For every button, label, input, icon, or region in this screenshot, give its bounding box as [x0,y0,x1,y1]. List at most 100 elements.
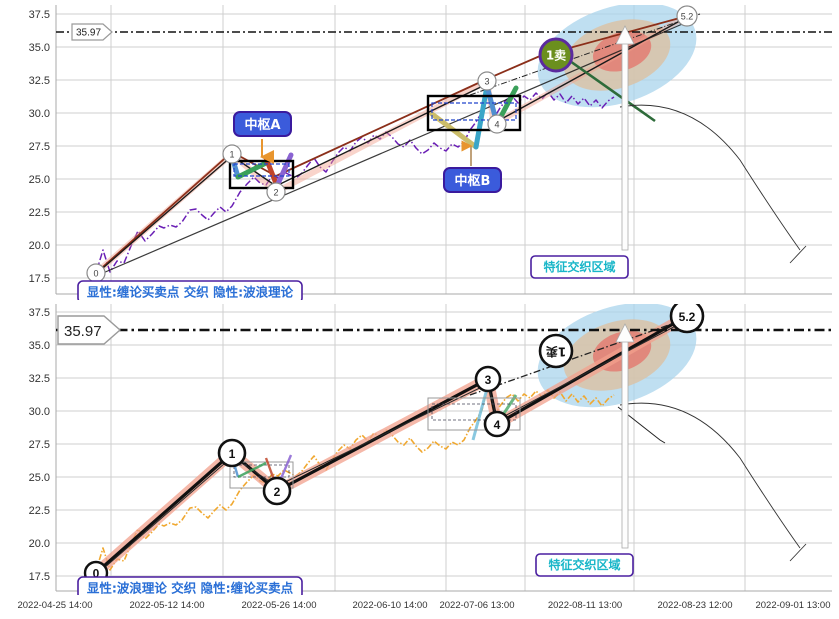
top-y-tick-3: 30.0 [29,108,50,120]
pivot-a-callout[interactable]: 中枢A [233,111,292,137]
top-y-tick-1: 35.0 [29,42,50,54]
bottom-wave-point-5: 5.2 [669,304,705,334]
bottom-wave-point-4: 4 [483,410,511,438]
bottom-wave-point-3: 3 [474,365,502,393]
x-tick-4: 2022-07-06 13:00 [439,600,514,611]
bottom-y-tick-4: 27.5 [29,439,50,451]
bottom-y-tick-8: 17.5 [29,571,50,583]
bottom-zone-callout-label: 特征交织区域 [548,557,620,572]
bottom-seg-teal [471,384,490,441]
pivot-b-callout[interactable]: 中枢B [443,167,502,193]
pivot-a-inner-dash [233,163,290,177]
bottom-legend-label: 显性:波浪理论 交织 隐性:缠论买卖点 [87,581,294,596]
top-y-tick-4: 27.5 [29,141,50,153]
bottom-price-tag[interactable]: 35.97 [57,315,122,345]
top-y-tick-labels: 37.5 35.0 32.5 30.0 27.5 25.0 22.5 20.0 … [29,9,50,285]
bottom-y-tick-7: 20.0 [29,538,50,550]
pivot-b-callout-label: 中枢B [455,173,491,189]
top-legend-label: 显性:缠论买卖点 交织 隐性:波浪理论 [87,285,294,300]
top-arc-curve [619,104,801,251]
x-tick-2: 2022-05-26 14:00 [241,600,316,611]
top-y-tick-7: 20.0 [29,240,50,252]
bottom-y-tick-2: 32.5 [29,373,50,385]
bottom-pivot-a-ghost-box [229,461,294,489]
bottom-sell-signal-label: 1卖 [546,345,566,360]
top-zone-callout[interactable]: 特征交织区域 [530,255,629,279]
top-chart-svg: 37.5 35.0 32.5 30.0 27.5 25.0 22.5 20.0 … [0,0,839,300]
top-chart-panel: 37.5 35.0 32.5 30.0 27.5 25.0 22.5 20.0 … [0,0,839,300]
bottom-wave-label-4: 4 [494,418,501,432]
top-sell-signal-label: 1卖 [546,48,566,63]
bottom-vertical-arrow [615,323,635,549]
top-wave-point-1: 1 [222,144,242,164]
top-vertical-gridlines [110,5,746,294]
bottom-diagonal-dashdot [469,313,701,396]
top-y-tick-6: 22.5 [29,207,50,219]
bottom-horizontal-gridlines [56,311,832,577]
bottom-arc-tick [789,543,807,562]
bottom-wave-label-1: 1 [229,447,236,461]
bottom-descending-line [617,406,666,444]
bottom-chart-svg: 37.5 35.0 32.5 30.0 27.5 25.0 22.5 20.0 … [0,300,839,595]
bottom-wave-label-5: 5.2 [679,310,696,324]
bottom-y-tick-6: 22.5 [29,505,50,517]
bottom-sell-signal-marker[interactable]: 1卖 [538,333,574,369]
top-wave-label-5: 5.2 [681,12,694,22]
bottom-pivot-b-ghost-dash [431,403,517,421]
x-axis-labels: 2022-04-25 14:00 2022-05-12 14:00 2022-0… [0,595,839,619]
top-legend[interactable]: 显性:缠论买卖点 交织 隐性:波浪理论 [77,280,303,300]
bottom-legend[interactable]: 显性:波浪理论 交织 隐性:缠论买卖点 [77,576,303,596]
bottom-wave-label-0: 0 [93,567,100,581]
top-price-tag[interactable]: 35.97 [71,23,113,41]
bottom-seg-a-green [237,461,267,479]
bottom-price-line [95,385,615,572]
bottom-y-tick-labels: 37.5 35.0 32.5 30.0 27.5 25.0 22.5 20.0 … [29,307,50,583]
bottom-wave-point-markers: 0 1 2 3 [83,304,705,586]
top-sell-signal-marker[interactable]: 1卖 [538,37,574,73]
top-plot-background [0,0,839,300]
bottom-zone-callout[interactable]: 特征交织区域 [535,553,634,577]
bottom-pivot-b-ghost-box [427,397,521,431]
x-tick-7: 2022-09-01 13:00 [755,600,830,611]
bottom-y-tick-3: 30.0 [29,406,50,418]
bottom-wave-label-3: 3 [485,373,492,387]
top-arc-tick [789,245,807,264]
top-wave-label-2: 2 [273,188,278,198]
top-wave-label-1: 1 [229,150,234,160]
top-wave-point-2: 2 [266,182,286,202]
bottom-price-tag-label: 35.97 [64,323,102,340]
pivot-a-seg-green [235,160,269,180]
x-tick-5: 2022-08-11 13:00 [548,600,622,611]
bottom-y-tick-5: 25.0 [29,472,50,484]
bottom-thin-trend-line [95,319,688,576]
top-wave-label-4: 4 [494,120,499,130]
pivot-b-inner-dash [431,102,517,121]
pivot-a-callout-label: 中枢A [244,117,280,133]
bottom-wave-label-2: 2 [274,485,281,499]
x-tick-6: 2022-08-23 12:00 [657,600,732,611]
top-y-tick-8: 17.5 [29,273,50,285]
top-y-tick-0: 37.5 [29,9,50,21]
top-wave-label-0: 0 [93,269,98,279]
top-y-tick-2: 32.5 [29,75,50,87]
top-wave-point-5: 5.2 [676,5,698,27]
top-vertical-arrow [615,25,635,251]
bottom-wave-point-2: 2 [262,476,292,506]
top-wave-point-markers: 0 1 2 3 [86,5,698,283]
top-wave-point-3: 3 [477,71,497,91]
bottom-wave-point-1: 1 [217,438,247,468]
x-tick-1: 2022-05-12 14:00 [129,600,204,611]
x-tick-3: 2022-06-10 14:00 [352,600,427,611]
top-green-divergence-line [559,52,656,123]
top-trend-line-black [95,16,688,275]
bottom-arc-curve [619,402,801,549]
top-channel-lower [95,21,688,277]
top-wave-point-4: 4 [487,114,507,134]
top-y-tick-5: 25.0 [29,174,50,186]
top-zone-callout-label: 特征交织区域 [543,259,615,274]
x-tick-0: 2022-04-25 14:00 [17,600,92,611]
top-wave-point-0: 0 [86,263,106,283]
bottom-plot-background [0,300,839,595]
top-wave-label-3: 3 [484,77,489,87]
